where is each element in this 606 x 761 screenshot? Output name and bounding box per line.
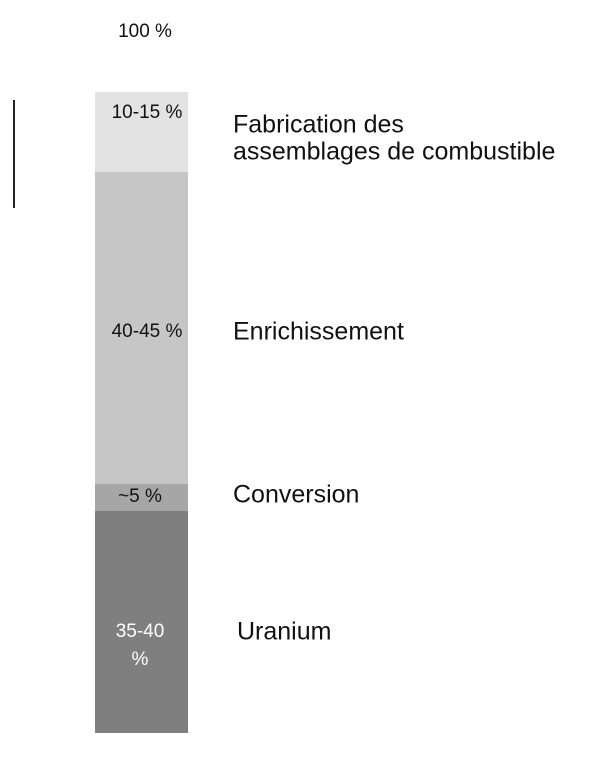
segment-percent: %: [132, 649, 149, 670]
segment-name: Conversion: [233, 481, 359, 509]
segment: [95, 511, 188, 733]
segment-percent: 10-15 %: [112, 102, 183, 123]
segment-percent: 35-40: [116, 621, 165, 642]
segment: [95, 484, 188, 511]
segment: [95, 172, 188, 484]
segment-percent: ~5 %: [118, 486, 162, 507]
segment-name: Uranium: [237, 618, 331, 646]
segment-percent: 40-45 %: [112, 321, 183, 342]
segment-name: Fabrication des: [233, 111, 404, 139]
segment-name: Enrichissement: [233, 318, 404, 346]
segment-name: assemblages de combustible: [233, 138, 555, 166]
segment: [95, 92, 188, 172]
top-label: 100 %: [118, 21, 172, 42]
